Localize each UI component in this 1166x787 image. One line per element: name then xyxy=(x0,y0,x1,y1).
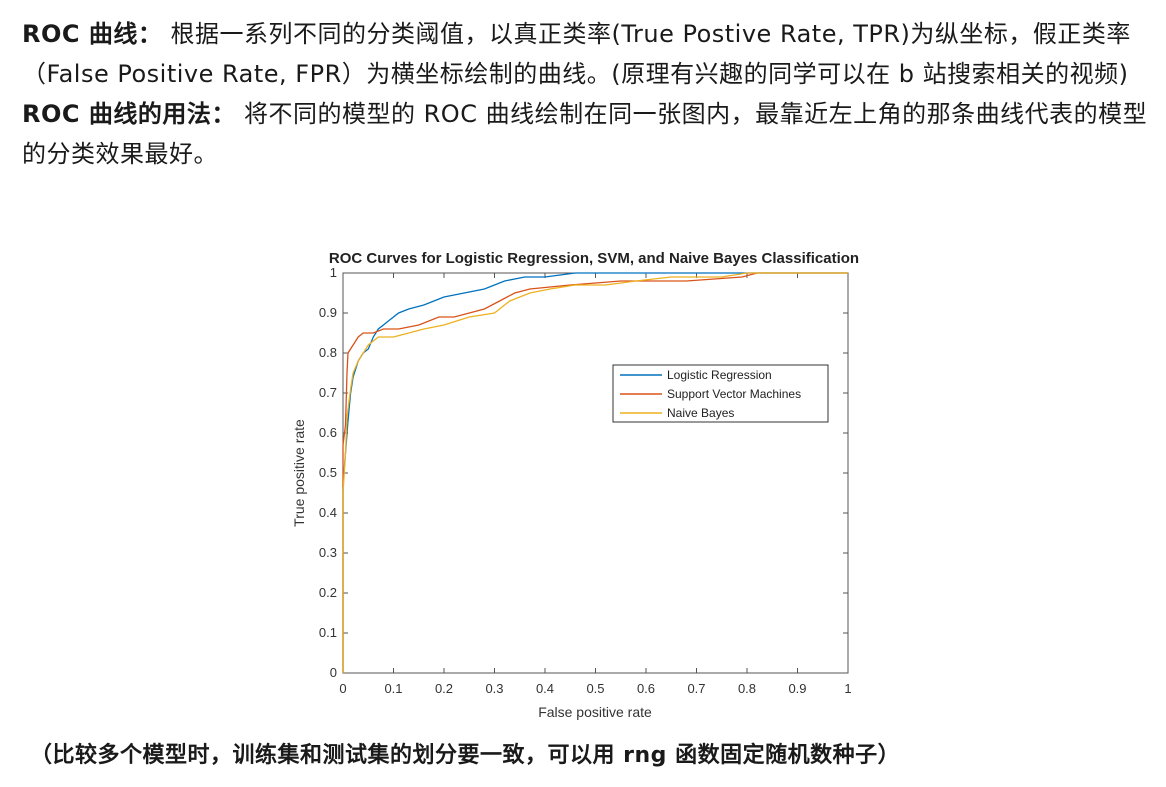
y-tick-label: 0.5 xyxy=(319,465,337,480)
y-tick-label: 1 xyxy=(330,265,337,280)
roc-usage-label: ROC 曲线的用法： xyxy=(22,100,236,128)
x-tick-label: 0.3 xyxy=(485,681,503,696)
y-tick-label: 0.4 xyxy=(319,505,337,520)
x-tick-label: 0.7 xyxy=(687,681,705,696)
plot-area-frame xyxy=(342,272,849,674)
x-tick-label: 0.6 xyxy=(637,681,655,696)
x-tick-label: 0.4 xyxy=(536,681,554,696)
y-tick-label: 0.2 xyxy=(319,585,337,600)
roc-curve-naive-bayes xyxy=(342,272,848,673)
axis-ticks: 0 0.1 0.2 0.3 0.4 0.5 0.6 0.7 0.8 0.9 1 0 0.1 0.2 0.3 0… xyxy=(319,265,852,696)
roc-chart: ROC Curves for Logistic Regression, SVM,… xyxy=(270,238,910,728)
y-tick-label: 0 xyxy=(330,665,337,680)
legend-label: Logistic Regression xyxy=(667,368,772,382)
y-tick-label: 0.8 xyxy=(319,345,337,360)
x-tick-label: 1 xyxy=(844,681,851,696)
y-tick-label: 0.3 xyxy=(319,545,337,560)
x-tick-label: 0.8 xyxy=(738,681,756,696)
x-tick-label: 0.1 xyxy=(384,681,402,696)
y-tick-label: 0.7 xyxy=(319,385,337,400)
y-tick-label: 0.6 xyxy=(319,425,337,440)
roc-usage-paragraph: ROC 曲线的用法： 将不同的模型的 ROC 曲线绘制在同一张图内，最靠近左上角… xyxy=(22,94,1152,174)
y-tick-label: 0.1 xyxy=(319,625,337,640)
footer-note: （比较多个模型时，训练集和测试集的划分要一致，可以用 rng 函数固定随机数种子… xyxy=(30,743,901,768)
x-tick-label: 0.5 xyxy=(586,681,604,696)
roc-definition-paragraph: ROC 曲线： 根据一系列不同的分类阈值，以真正类率(True Postive … xyxy=(22,14,1152,94)
y-axis-label: True positive rate xyxy=(291,419,307,527)
chart-title: ROC Curves for Logistic Regression, SVM,… xyxy=(329,250,859,267)
roc-curves xyxy=(342,272,848,673)
roc-definition-text: 根据一系列不同的分类阈值，以真正类率(True Postive Rate, TP… xyxy=(22,20,1131,88)
roc-chart-figure: ROC Curves for Logistic Regression, SVM,… xyxy=(270,238,910,728)
roc-curve-support-vector-machines xyxy=(342,272,848,673)
legend-label: Naive Bayes xyxy=(667,406,734,420)
x-axis-label: False positive rate xyxy=(538,704,652,720)
chart-legend: Logistic Regression Support Vector Machin… xyxy=(612,364,829,423)
x-tick-label: 0.9 xyxy=(788,681,806,696)
y-tick-label: 0.9 xyxy=(319,305,337,320)
legend-label: Support Vector Machines xyxy=(667,387,801,401)
x-tick-label: 0.2 xyxy=(435,681,453,696)
roc-definition-label: ROC 曲线： xyxy=(22,20,163,48)
roc-usage-text: 将不同的模型的 ROC 曲线绘制在同一张图内，最靠近左上角的那条曲线代表的模型的… xyxy=(22,100,1148,168)
explanation-text: ROC 曲线： 根据一系列不同的分类阈值，以真正类率(True Postive … xyxy=(22,14,1152,174)
x-tick-label: 0 xyxy=(339,681,346,696)
